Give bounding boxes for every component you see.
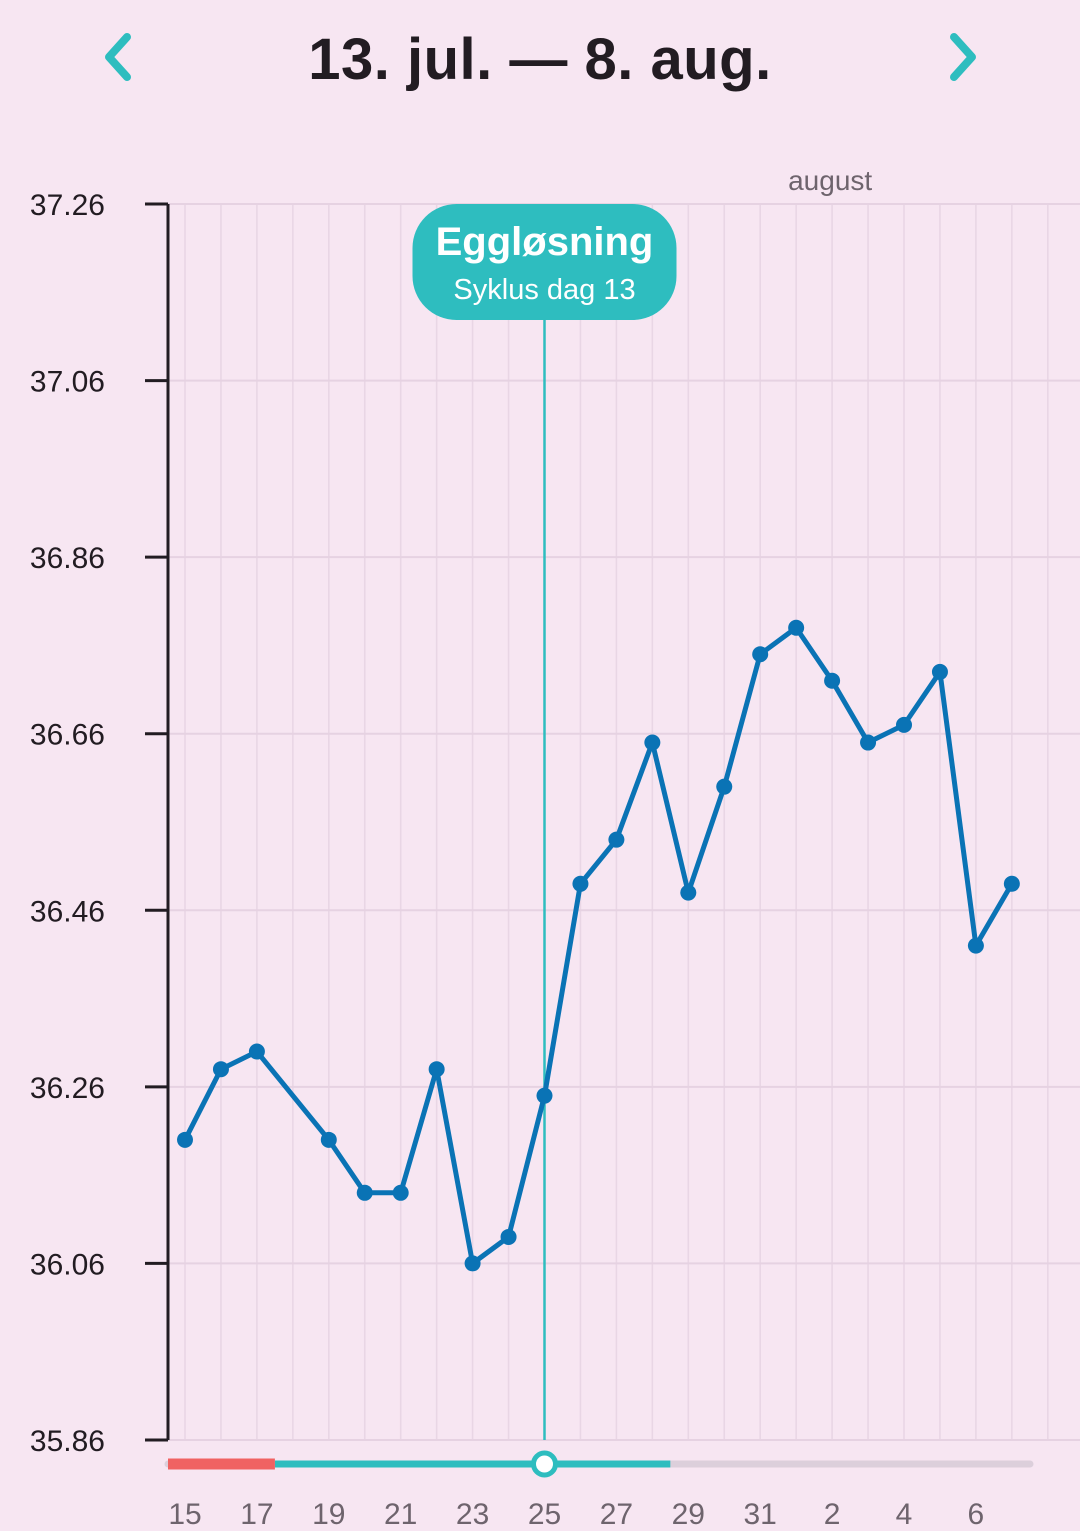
y-tick-label: 37.26	[30, 189, 105, 222]
temperature-point	[644, 734, 661, 751]
ovulation-title: Eggløsning	[436, 220, 654, 264]
header: 13. jul. — 8. aug.	[0, 0, 1080, 130]
y-tick-label: 36.86	[30, 542, 105, 575]
x-tick-label: 6	[968, 1498, 985, 1526]
temperature-point	[392, 1184, 409, 1201]
temperature-point	[536, 1087, 553, 1104]
temperature-point	[464, 1255, 481, 1272]
x-axis: 15 17 19 21 23 25 27 29 31 2 4 6	[168, 1498, 985, 1531]
previous-period-button[interactable]	[82, 22, 152, 92]
x-tick-label: 23	[456, 1498, 489, 1526]
temperature-point	[500, 1228, 517, 1245]
temperature-point	[212, 1061, 229, 1078]
temperature-series	[177, 619, 1020, 1272]
temperature-point	[356, 1184, 373, 1201]
temperature-point	[860, 734, 877, 751]
x-tick-label: 25	[528, 1498, 561, 1526]
x-tick-label: 19	[312, 1498, 345, 1526]
y-tick-label: 36.26	[30, 1072, 105, 1105]
y-axis: 37.26 37.06 36.86 36.66 36.46 36.26 36.06 35.86	[30, 189, 170, 1458]
x-tick-label: 17	[240, 1498, 273, 1526]
temperature-point	[572, 875, 589, 892]
x-tick-label: 2	[824, 1498, 841, 1526]
ovulation-label-box	[412, 204, 677, 320]
temperature-point	[716, 778, 733, 795]
x-tick-label: 21	[384, 1498, 417, 1526]
ovulation-subtitle: Syklus dag 13	[453, 274, 635, 306]
temperature-point	[824, 672, 841, 689]
temperature-point	[177, 1131, 193, 1148]
ovulation-marker: Eggløsning Syklus dag 13	[412, 204, 677, 1440]
x-tick-label: 27	[600, 1498, 633, 1526]
temperature-point	[752, 646, 769, 663]
temperature-chart: 37.26 37.06 36.86 36.66 36.46 36.26 36.06 35.86…	[0, 130, 1080, 1531]
chevron-right-icon	[950, 33, 976, 81]
y-tick-label: 35.86	[30, 1425, 105, 1458]
month-label: august	[788, 165, 872, 196]
cycle-phase-bar	[164, 1450, 1034, 1478]
temperature-point	[967, 937, 984, 954]
grid-major-lines	[168, 203, 1080, 1441]
chevron-left-icon	[105, 33, 131, 81]
y-tick-label: 36.06	[30, 1248, 105, 1281]
temperature-point	[320, 1131, 337, 1148]
y-tick-label: 36.46	[30, 895, 105, 928]
temperature-point	[788, 619, 805, 636]
y-tick-label: 36.66	[30, 719, 105, 752]
temperature-point	[248, 1043, 265, 1060]
temperature-point	[931, 663, 948, 680]
temperature-point	[680, 884, 697, 901]
x-tick-label: 4	[896, 1498, 913, 1526]
date-range-title: 13. jul. — 8. aug.	[308, 27, 772, 92]
temperature-point	[896, 716, 912, 733]
next-period-button[interactable]	[929, 22, 999, 92]
temperature-point	[1003, 875, 1020, 892]
temperature-point	[608, 831, 625, 848]
x-tick-label: 31	[744, 1498, 777, 1526]
x-tick-label: 29	[672, 1498, 705, 1526]
y-tick-label: 37.06	[30, 366, 105, 399]
temperature-point	[428, 1061, 445, 1078]
grid-minor-lines	[184, 204, 1049, 1440]
x-tick-label: 15	[168, 1498, 201, 1526]
temperature-chart-svg: 37.26 37.06 36.86 36.66 36.46 36.26 36.06 35.86…	[30, 165, 1080, 1531]
temperature-line	[182, 625, 1015, 1266]
cycle-bar-ovulation-dot	[531, 1450, 558, 1478]
